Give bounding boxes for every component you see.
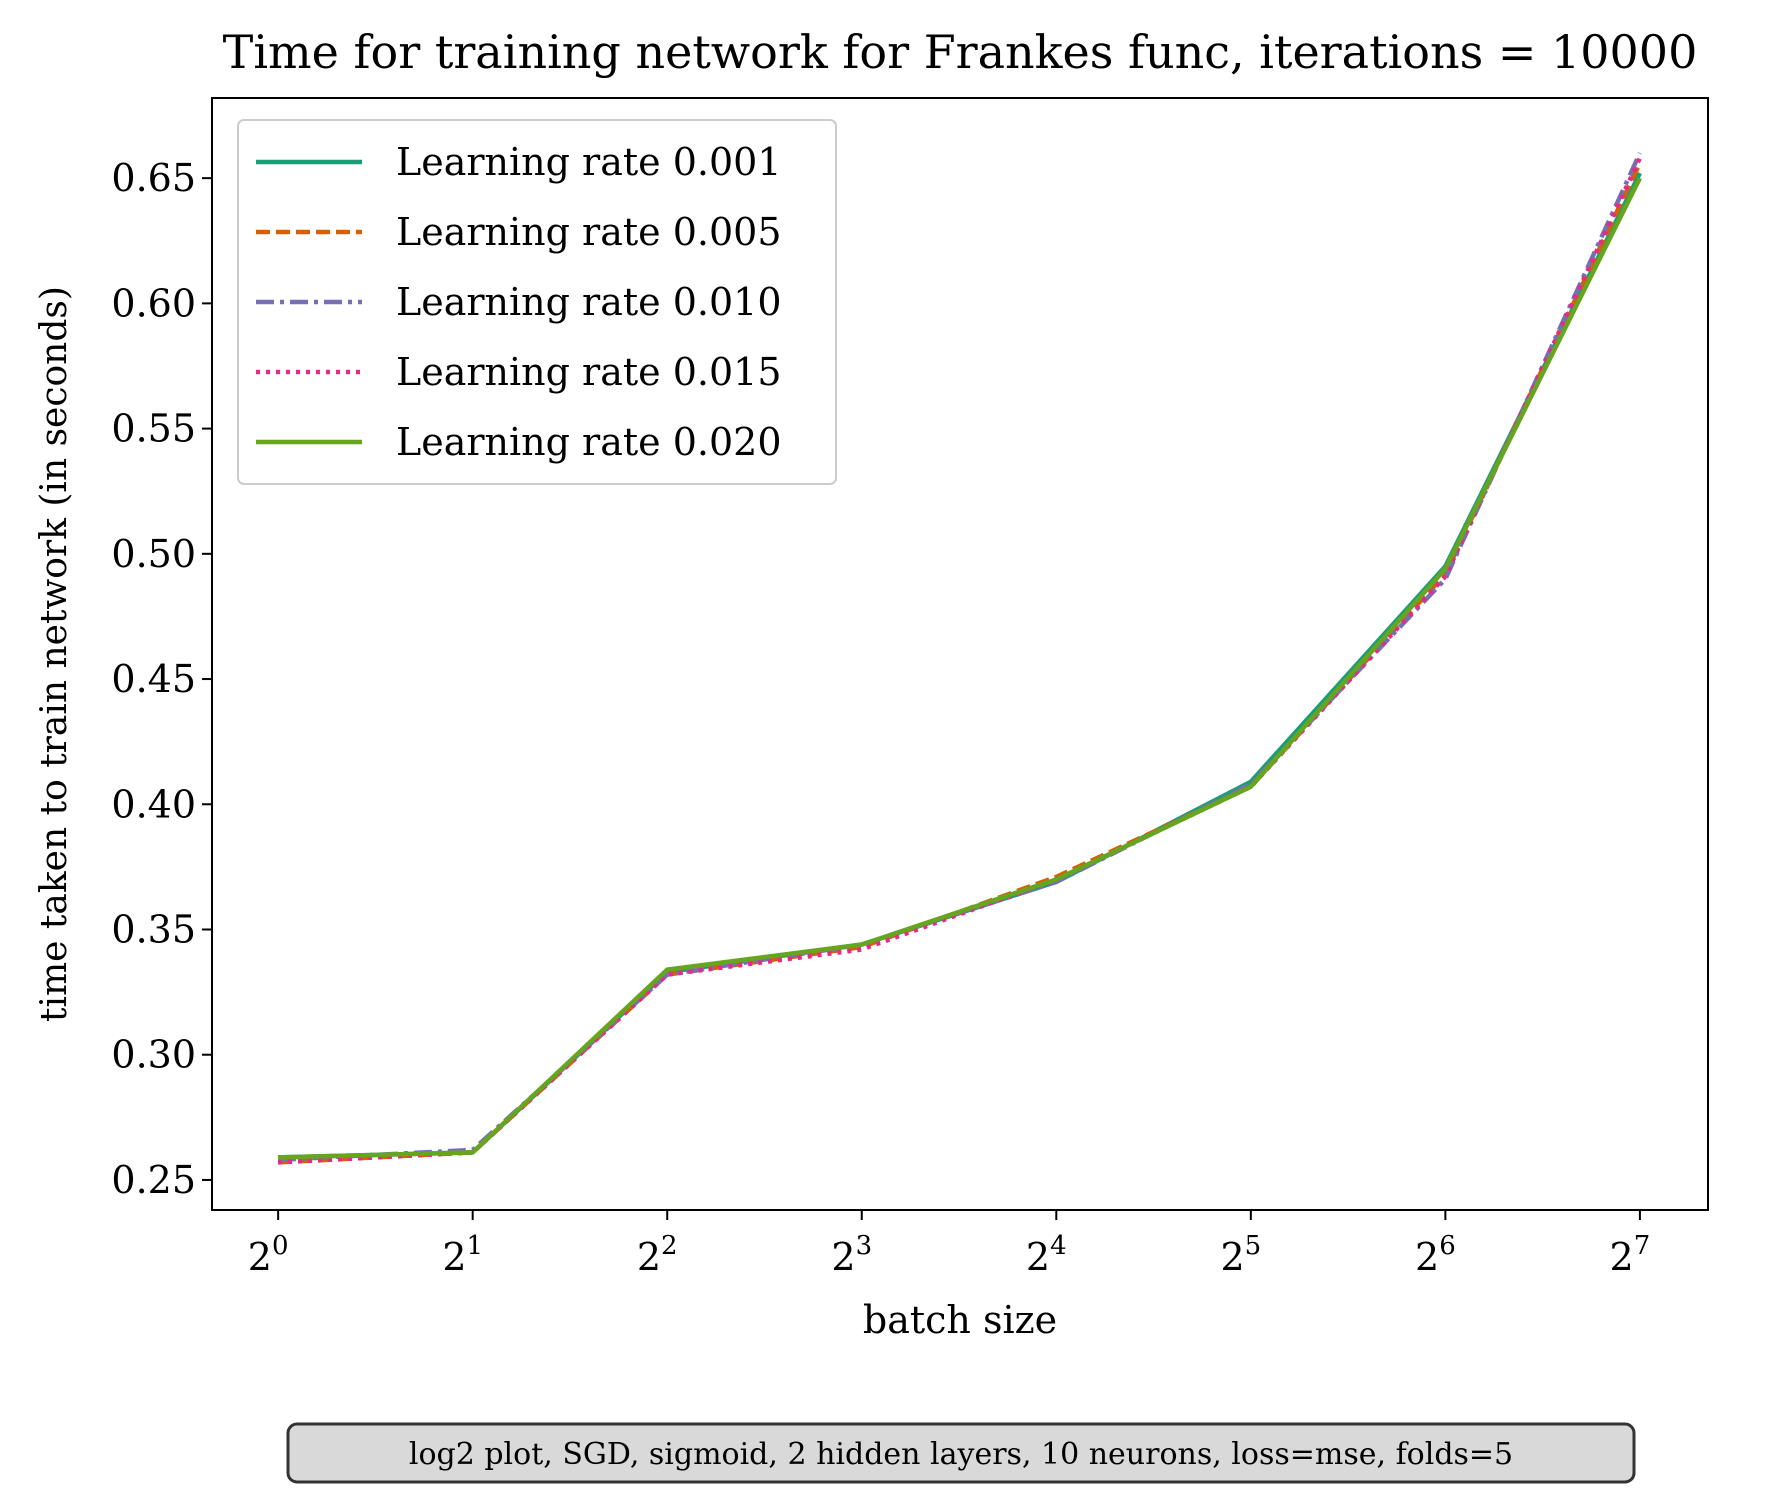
series-line bbox=[278, 177, 1642, 1160]
y-tick-label: 0.60 bbox=[111, 281, 196, 325]
legend-item: Learning rate 0.010 bbox=[256, 280, 782, 324]
y-tick-label: 0.35 bbox=[111, 907, 196, 951]
x-tick-exponent: 4 bbox=[1050, 1231, 1067, 1261]
x-tick-base: 2 bbox=[831, 1235, 855, 1279]
y-tick-label: 0.25 bbox=[111, 1158, 196, 1202]
x-tick-exponent: 1 bbox=[467, 1231, 484, 1261]
x-tick-label: 27 bbox=[1610, 1231, 1651, 1279]
y-axis-label: time taken to train network (in seconds) bbox=[34, 286, 75, 1022]
x-tick-exponent: 0 bbox=[272, 1231, 289, 1261]
y-tick-label: 0.50 bbox=[111, 532, 196, 576]
legend-frame bbox=[237, 119, 837, 485]
x-tick-label: 23 bbox=[831, 1231, 872, 1279]
y-tick-label: 0.55 bbox=[111, 407, 196, 451]
x-tick-base: 2 bbox=[1026, 1235, 1050, 1279]
x-tick-exponent: 3 bbox=[856, 1231, 873, 1261]
legend-item: Learning rate 0.001 bbox=[256, 140, 782, 184]
x-tick-label: 20 bbox=[248, 1231, 289, 1279]
legend-label: Learning rate 0.010 bbox=[396, 280, 782, 324]
chart-title: Time for training network for Frankes fu… bbox=[223, 25, 1698, 79]
annotation-box: log2 plot, SGD, sigmoid, 2 hidden layers… bbox=[286, 1422, 1636, 1484]
x-axis-label: batch size bbox=[863, 1298, 1057, 1342]
x-tick-base: 2 bbox=[637, 1235, 661, 1279]
x-tick-base: 2 bbox=[1220, 1235, 1244, 1279]
annotation-text: log2 plot, SGD, sigmoid, 2 hidden layers… bbox=[409, 1437, 1513, 1472]
x-tick-base: 2 bbox=[248, 1235, 272, 1279]
x-tick-label: 26 bbox=[1415, 1231, 1456, 1279]
annotation-background bbox=[286, 1422, 1636, 1484]
plot-frame bbox=[211, 97, 1709, 1211]
x-tick-base: 2 bbox=[1415, 1235, 1439, 1279]
legend-item: Learning rate 0.015 bbox=[256, 350, 782, 394]
legend-label: Learning rate 0.020 bbox=[396, 420, 782, 464]
x-tick-base: 2 bbox=[1610, 1235, 1634, 1279]
x-tick-label: 22 bbox=[637, 1231, 678, 1279]
x-tick-exponent: 6 bbox=[1439, 1231, 1456, 1261]
x-tick-label: 25 bbox=[1220, 1231, 1261, 1279]
plot-series-group bbox=[277, 152, 1642, 1165]
x-tick-exponent: 2 bbox=[661, 1231, 678, 1261]
y-tick-label: 0.45 bbox=[111, 657, 196, 701]
series-5 bbox=[278, 177, 1642, 1160]
x-tick-label: 24 bbox=[1026, 1231, 1067, 1279]
legend: Learning rate 0.001 Learning rate 0.005 Le… bbox=[237, 119, 837, 485]
legend-item: Learning rate 0.020 bbox=[256, 420, 782, 464]
y-tick-label: 0.65 bbox=[111, 156, 196, 200]
x-axis: 20 21 22 23 24 25 26 27 bbox=[248, 1210, 1651, 1279]
legend-label: Learning rate 0.015 bbox=[396, 350, 782, 394]
x-tick-exponent: 5 bbox=[1245, 1231, 1262, 1261]
x-tick-exponent: 7 bbox=[1634, 1231, 1651, 1261]
x-tick-base: 2 bbox=[442, 1235, 466, 1279]
legend-item: Learning rate 0.005 bbox=[256, 210, 782, 254]
y-tick-label: 0.30 bbox=[111, 1033, 196, 1077]
x-tick-label: 21 bbox=[442, 1231, 483, 1279]
legend-label: Learning rate 0.005 bbox=[396, 210, 782, 254]
legend-label: Learning rate 0.001 bbox=[396, 140, 782, 184]
y-axis: 0.25 0.30 0.35 0.40 0.45 0.50 0.55 0.60 0.65 bbox=[111, 156, 212, 1202]
y-tick-label: 0.40 bbox=[111, 782, 196, 826]
